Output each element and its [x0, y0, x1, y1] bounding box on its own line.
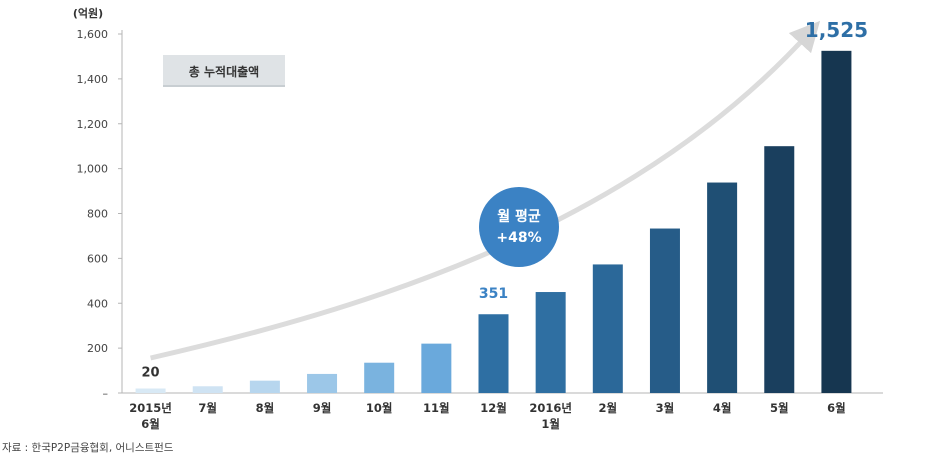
y-tick-label: 400 [87, 297, 108, 310]
bar [307, 373, 338, 393]
x-tick-label: 2월 [599, 401, 618, 415]
y-axis-unit-label: (억원) [73, 6, 103, 20]
x-tick-label: 3월 [656, 401, 675, 415]
data-label: 351 [479, 286, 508, 302]
bar-chart: – 200 400 600 800 1,000 1,200 1,400 1,600 2015년 6월… [73, 6, 883, 431]
bar [592, 264, 623, 393]
x-tick-label: 11월 [423, 401, 450, 415]
legend-box-label: 총 누적대출액 [189, 64, 259, 79]
y-tick-label: – [103, 387, 109, 400]
bar [192, 386, 223, 393]
x-tick-label: 2016년 1월 [529, 401, 572, 431]
bar [764, 146, 795, 393]
x-tick-label: 7월 [198, 401, 217, 415]
growth-annotation-line2: +48% [496, 230, 541, 246]
y-tick-label: 800 [87, 208, 108, 221]
source-note: 자료 : 한국P2P금융협회, 어니스트펀드 [2, 442, 174, 454]
bar-layer [135, 50, 852, 393]
y-tick-label: 200 [87, 342, 108, 355]
bar [649, 228, 680, 393]
x-tick-label: 4월 [713, 401, 732, 415]
label-layer: 20 351 1,525 [142, 18, 869, 381]
bar [364, 362, 395, 393]
y-tick-label: 1,000 [77, 163, 109, 176]
growth-annotation: 월 평균 +48% [479, 187, 559, 267]
bar [135, 388, 166, 393]
y-tick-label: 1,600 [77, 28, 109, 41]
bar [535, 292, 566, 393]
x-tick-label: 2015년 6월 [129, 401, 172, 431]
x-tick-label: 9월 [313, 401, 332, 415]
x-tick-label: 5월 [770, 401, 789, 415]
bar [478, 314, 509, 393]
x-tick-label: 12월 [480, 401, 507, 415]
bar [821, 50, 852, 393]
growth-circle [479, 187, 559, 267]
data-label: 1,525 [805, 18, 868, 42]
bar [249, 380, 280, 393]
x-tick-label: 10월 [366, 401, 393, 415]
y-tick-label: 1,200 [77, 118, 109, 131]
growth-annotation-line1: 월 평균 [497, 208, 541, 225]
legend-box: 총 누적대출액 [163, 55, 285, 87]
x-tick-label: 6월 [827, 401, 846, 415]
data-label: 20 [142, 366, 160, 381]
x-tick-label: 8월 [256, 401, 275, 415]
bar [707, 182, 738, 393]
y-tick-label: 600 [87, 252, 108, 265]
bar [421, 343, 452, 393]
y-tick-label: 1,400 [77, 73, 109, 86]
axis-layer: – 200 400 600 800 1,000 1,200 1,400 1,600 2015년 6월… [77, 28, 883, 431]
